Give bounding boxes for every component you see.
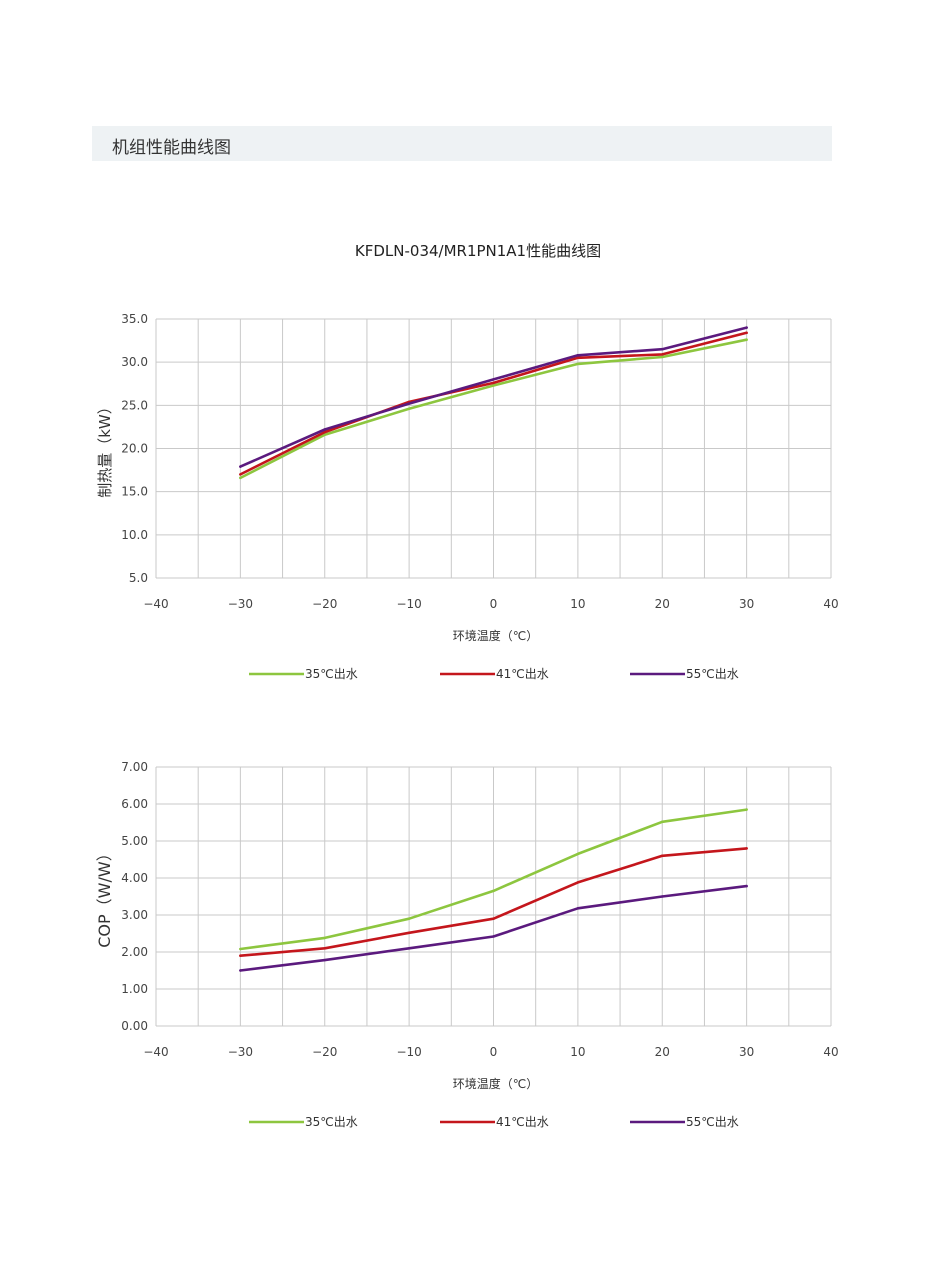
legend-label: 35℃出水 (305, 667, 358, 681)
data-point (576, 881, 580, 884)
data-point (239, 476, 242, 480)
data-point (661, 353, 664, 356)
y-tick-label: 7.00 (121, 760, 148, 774)
y-axis-label: COP（W/W） (95, 845, 114, 947)
y-tick-label: 1.00 (121, 982, 148, 996)
x-tick-label: −30 (228, 1045, 253, 1059)
data-point (492, 917, 495, 920)
x-tick-label: −20 (312, 597, 337, 611)
x-tick-label: 0 (490, 597, 498, 611)
data-point (745, 808, 748, 811)
legend-label: 41℃出水 (496, 1115, 549, 1129)
data-point (576, 356, 580, 360)
x-tick-label: 30 (739, 597, 754, 611)
data-point (239, 465, 242, 468)
data-point (661, 854, 664, 857)
cop-chart: 0.00 1.00 2.00 3.00 4.00 5.00 6.00 7.00 −40 −30 −2… (95, 760, 839, 1129)
section-banner: 机组性能曲线图 (92, 126, 832, 161)
x-axis-label: 环境温度（℃） (453, 1076, 538, 1091)
y-tick-label: 4.00 (121, 871, 148, 885)
data-point (407, 407, 411, 410)
heating-capacity-chart: 5.0 10.0 15.0 20.0 25.0 30.0 35.0 −40 −30 −20 −10 0… (96, 312, 839, 681)
y-tick-label: 20.0 (121, 442, 148, 456)
y-tick-label: 10.0 (121, 528, 148, 542)
data-point (323, 428, 326, 431)
x-tick-label: 0 (490, 1045, 498, 1059)
data-point (407, 917, 411, 920)
data-point (323, 430, 326, 434)
data-point (239, 954, 242, 957)
y-tick-label: 30.0 (121, 355, 148, 369)
x-tick-label: 20 (655, 597, 670, 611)
data-point (407, 931, 411, 934)
data-point (239, 473, 242, 476)
data-point (661, 820, 664, 823)
data-point (407, 947, 411, 950)
data-point (492, 381, 495, 385)
y-tick-label: 0.00 (121, 1019, 148, 1033)
x-axis-label: 环境温度（℃） (453, 628, 538, 643)
data-point (745, 326, 748, 329)
x-tick-label: −10 (396, 1045, 421, 1059)
data-point (661, 355, 664, 359)
x-tick-label: 40 (823, 1045, 838, 1059)
x-tick-label: −20 (312, 1045, 337, 1059)
y-tick-label: 25.0 (121, 398, 148, 412)
data-point (323, 433, 326, 436)
data-point (661, 895, 664, 898)
data-point (745, 338, 748, 341)
data-point (323, 947, 326, 950)
x-tick-label: 10 (570, 597, 585, 611)
data-point (239, 947, 242, 951)
y-tick-label: 6.00 (121, 797, 148, 811)
x-tick-label: 10 (570, 1045, 585, 1059)
data-point (576, 362, 580, 366)
data-point (745, 884, 748, 888)
legend-label: 55℃出水 (686, 667, 739, 681)
y-tick-label: 15.0 (121, 485, 148, 499)
data-point (407, 402, 411, 405)
data-point (745, 331, 748, 335)
y-tick-label: 35.0 (121, 312, 148, 326)
x-tick-label: −40 (143, 597, 168, 611)
y-tick-label: 5.0 (129, 571, 148, 585)
data-point (576, 354, 580, 357)
legend-label: 41℃出水 (496, 667, 549, 681)
data-point (576, 852, 580, 856)
x-tick-label: 30 (739, 1045, 754, 1059)
data-point (323, 958, 326, 962)
x-tick-label: −40 (143, 1045, 168, 1059)
data-point (323, 936, 326, 940)
section-title: 机组性能曲线图 (112, 138, 231, 158)
data-point (745, 847, 748, 850)
y-axis-label: 制热量（kW） (96, 399, 114, 498)
x-tick-label: −30 (228, 597, 253, 611)
y-tick-label: 2.00 (121, 945, 148, 959)
y-tick-label: 5.00 (121, 834, 148, 848)
data-point (661, 348, 664, 351)
x-tick-label: 20 (655, 1045, 670, 1059)
data-point (492, 384, 495, 387)
legend-label: 55℃出水 (686, 1115, 739, 1129)
x-tick-label: 40 (823, 597, 838, 611)
data-point (492, 378, 495, 381)
data-point (576, 907, 580, 910)
legend-label: 35℃出水 (305, 1115, 358, 1129)
data-point (492, 935, 495, 938)
main-title: KFDLN-034/MR1PN1A1性能曲线图 (354, 242, 602, 260)
x-tick-label: −10 (396, 597, 421, 611)
data-point (492, 889, 495, 893)
y-tick-label: 3.00 (121, 908, 148, 922)
data-point (239, 969, 242, 972)
